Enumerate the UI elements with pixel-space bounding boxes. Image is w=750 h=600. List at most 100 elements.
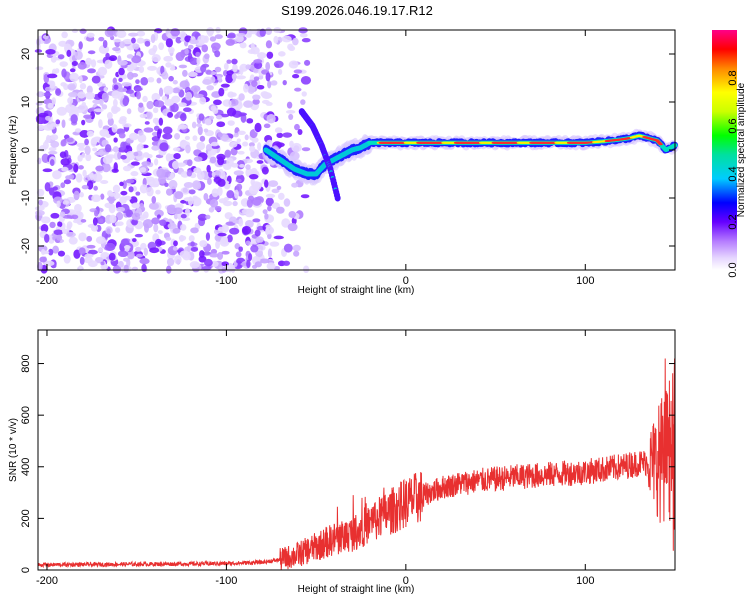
noise-blob <box>118 260 124 268</box>
noise-blob <box>174 114 179 119</box>
noise-blob <box>234 189 239 199</box>
noise-blob <box>102 39 108 49</box>
noise-blob <box>293 250 300 257</box>
noise-blob <box>134 233 143 238</box>
noise-blob <box>98 149 104 157</box>
noise-blob <box>87 50 96 55</box>
noise-blob <box>133 151 139 157</box>
noise-blob <box>183 107 192 113</box>
noise-blob <box>225 221 236 226</box>
noise-blob <box>134 87 143 92</box>
noise-blob <box>291 182 299 188</box>
noise-blob <box>130 161 140 166</box>
noise-blob <box>288 210 297 218</box>
noise-blob <box>137 129 144 136</box>
noise-blob <box>210 248 218 255</box>
noise-blob <box>250 244 259 253</box>
noise-blob <box>235 251 242 258</box>
noise-blob <box>281 218 291 228</box>
noise-blob <box>35 66 44 71</box>
noise-blob <box>198 113 205 121</box>
noise-blob <box>91 194 102 203</box>
noise-blob <box>214 170 222 176</box>
noise-blob <box>203 192 209 201</box>
noise-blob <box>159 219 167 226</box>
noise-blob <box>86 130 94 137</box>
noise-blob <box>192 135 198 142</box>
noise-blob <box>256 160 264 164</box>
noise-blob <box>165 38 173 48</box>
noise-blob <box>128 32 139 37</box>
noise-blob <box>300 99 306 105</box>
noise-blob <box>238 93 245 101</box>
noise-blob <box>131 55 142 64</box>
noise-blob <box>122 97 129 107</box>
noise-blob <box>226 70 234 76</box>
noise-blob <box>172 87 181 94</box>
noise-blob <box>40 248 46 255</box>
noise-blob <box>49 80 56 89</box>
noise-blob <box>167 111 174 118</box>
noise-blob <box>178 64 188 69</box>
noise-blob <box>232 200 238 207</box>
noise-blob <box>112 264 122 274</box>
noise-blob <box>151 54 161 63</box>
noise-blob <box>189 39 199 45</box>
noise-blob <box>50 140 60 148</box>
noise-blob <box>117 250 129 258</box>
noise-blob <box>98 119 103 129</box>
noise-blob <box>101 92 109 102</box>
noise-blob <box>79 192 84 198</box>
noise-blob <box>43 124 54 131</box>
noise-blob <box>70 104 76 110</box>
noise-blob <box>131 72 139 78</box>
noise-blob <box>52 170 62 180</box>
noise-blob <box>125 150 136 161</box>
noise-blob <box>106 228 111 235</box>
noise-blob <box>282 80 287 86</box>
noise-blob <box>287 43 294 51</box>
noise-blob <box>71 60 78 67</box>
noise-blob <box>265 72 271 82</box>
noise-blob <box>208 115 215 120</box>
noise-blob <box>62 200 70 205</box>
noise-blob <box>209 198 219 208</box>
noise-blob <box>254 229 261 237</box>
noise-blob <box>86 235 93 242</box>
noise-blob <box>52 245 60 254</box>
noise-blob <box>201 63 210 68</box>
noise-blob <box>209 156 217 164</box>
noise-blob <box>57 250 66 257</box>
noise-blob <box>156 168 166 178</box>
noise-blob <box>130 171 139 177</box>
noise-blob <box>247 28 253 36</box>
noise-blob <box>123 257 130 262</box>
noise-blob <box>50 134 59 141</box>
colorbar-tick-label: 0.0 <box>727 262 739 277</box>
noise-blob <box>209 252 219 258</box>
noise-blob <box>42 141 49 150</box>
noise-blob <box>104 59 113 70</box>
noise-blob <box>273 235 284 240</box>
colorbar-tick-label: 0.6 <box>727 118 739 133</box>
noise-blob <box>145 111 153 120</box>
noise-blob <box>163 85 174 95</box>
noise-blob <box>122 165 132 172</box>
noise-blob <box>129 196 138 205</box>
noise-blob <box>78 104 88 111</box>
noise-blob <box>59 61 69 68</box>
noise-blob <box>210 141 219 147</box>
noise-blob <box>161 95 168 101</box>
noise-blob <box>251 197 262 206</box>
noise-blob <box>118 67 125 76</box>
noise-blob <box>188 235 195 242</box>
noise-blob <box>111 168 119 173</box>
noise-blob <box>60 182 66 189</box>
noise-blob <box>210 76 216 84</box>
noise-blob <box>38 199 43 206</box>
noise-blob <box>139 258 150 265</box>
noise-blob <box>174 255 182 265</box>
noise-blob <box>246 118 254 124</box>
